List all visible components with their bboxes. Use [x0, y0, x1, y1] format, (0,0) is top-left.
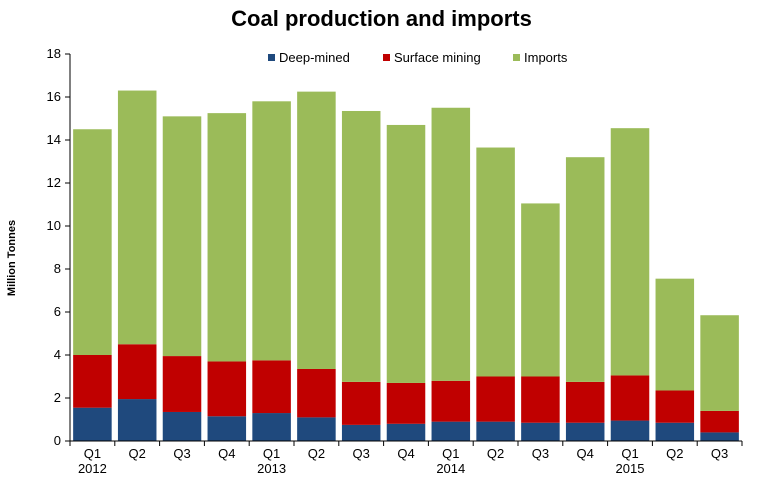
x-tick-label: Q3	[353, 446, 370, 461]
legend-swatch	[268, 54, 275, 61]
legend-label: Deep-mined	[279, 50, 350, 65]
bar-segment-surface-mining-11	[521, 376, 560, 423]
bar-segment-surface-mining-6	[297, 368, 336, 418]
y-tick-label: 16	[47, 89, 61, 104]
bar-segment-surface-mining-9	[431, 380, 471, 422]
bar-segment-deep-mined-9	[431, 421, 471, 441]
bar-segment-surface-mining-3	[162, 356, 202, 412]
x-tick-label: Q2	[666, 446, 683, 461]
x-tick-label: Q3	[711, 446, 728, 461]
bar-segment-imports-13	[610, 128, 650, 376]
x-tick-label: Q1	[442, 446, 459, 461]
bar-segment-imports-8	[386, 124, 426, 383]
y-tick-label: 6	[54, 304, 61, 319]
x-tick-label: Q4	[397, 446, 414, 461]
bar-segment-deep-mined-4	[207, 416, 247, 441]
x-tick-label: Q1	[621, 446, 638, 461]
bar-segment-deep-mined-5	[252, 413, 291, 441]
bar-segment-deep-mined-3	[162, 411, 202, 441]
bar-segment-deep-mined-13	[610, 420, 650, 441]
x-tick-year-label: 2012	[78, 461, 107, 476]
bar-segment-surface-mining-5	[252, 360, 291, 414]
bar-segment-deep-mined-6	[297, 417, 336, 441]
bar-segment-imports-12	[565, 157, 605, 382]
bars-group	[73, 90, 739, 442]
legend-label: Surface mining	[394, 50, 481, 65]
x-tick-label: Q1	[263, 446, 280, 461]
bar-segment-deep-mined-10	[476, 421, 515, 441]
bar-segment-deep-mined-12	[565, 422, 605, 441]
bar-segment-imports-14	[655, 278, 695, 391]
x-tick-label: Q2	[487, 446, 504, 461]
bar-segment-imports-7	[341, 110, 381, 382]
bar-segment-imports-1	[73, 129, 112, 355]
x-tick-label: Q2	[129, 446, 146, 461]
bar-segment-surface-mining-8	[386, 382, 426, 424]
bar-segment-deep-mined-14	[655, 422, 695, 441]
bar-segment-deep-mined-8	[386, 423, 426, 441]
legend-swatch	[383, 54, 390, 61]
bar-segment-imports-10	[476, 147, 515, 377]
x-tick-label: Q2	[308, 446, 325, 461]
x-tick-label: Q3	[532, 446, 549, 461]
bar-segment-deep-mined-15	[700, 432, 739, 441]
bar-segment-imports-6	[297, 91, 336, 369]
bar-segment-deep-mined-2	[117, 399, 157, 441]
x-tick-label: Q3	[173, 446, 190, 461]
bar-segment-imports-5	[252, 101, 291, 361]
bar-segment-surface-mining-1	[73, 355, 112, 408]
legend: Deep-mined Surface mining Imports	[268, 50, 568, 65]
bar-segment-deep-mined-11	[521, 422, 560, 441]
bar-segment-surface-mining-13	[610, 375, 650, 421]
bar-segment-imports-11	[521, 203, 560, 377]
bar-segment-surface-mining-4	[207, 361, 247, 417]
bar-segment-surface-mining-12	[565, 381, 605, 423]
x-tick-label: Q4	[218, 446, 235, 461]
y-tick-label: 2	[54, 390, 61, 405]
legend-label: Imports	[524, 50, 568, 65]
bar-segment-imports-3	[162, 116, 202, 357]
x-tick-year-label: 2014	[436, 461, 465, 476]
y-tick-label: 12	[47, 175, 61, 190]
y-tick-label: 8	[54, 261, 61, 276]
x-tick-label: Q4	[577, 446, 594, 461]
bar-segment-imports-2	[117, 90, 157, 345]
y-tick-label: 14	[47, 132, 61, 147]
x-tick-year-label: 2015	[616, 461, 645, 476]
bar-segment-deep-mined-1	[73, 407, 112, 441]
bar-segment-imports-4	[207, 113, 247, 362]
legend-swatch	[513, 54, 520, 61]
bar-segment-surface-mining-14	[655, 390, 695, 423]
bar-segment-surface-mining-7	[341, 381, 381, 425]
bar-segment-surface-mining-2	[117, 344, 157, 400]
chart-title: Coal production and imports	[231, 6, 532, 31]
bar-segment-imports-15	[700, 315, 739, 411]
bar-segment-surface-mining-10	[476, 376, 515, 422]
x-tick-year-label: 2013	[257, 461, 286, 476]
y-tick-label: 0	[54, 433, 61, 448]
bar-segment-surface-mining-15	[700, 410, 739, 433]
bar-segment-deep-mined-7	[341, 424, 381, 442]
y-tick-label: 18	[47, 46, 61, 61]
y-tick-label: 10	[47, 218, 61, 233]
bar-segment-imports-9	[431, 107, 471, 381]
x-tick-label: Q1	[84, 446, 101, 461]
y-tick-label: 4	[54, 347, 61, 362]
